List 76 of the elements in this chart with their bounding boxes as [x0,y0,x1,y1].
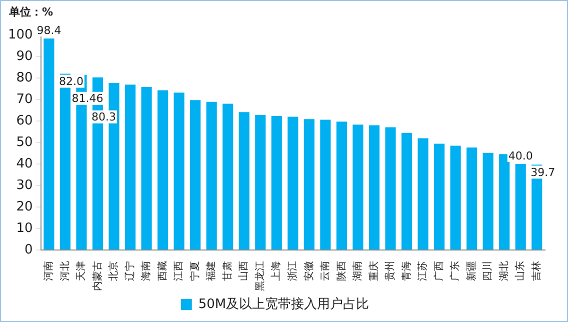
bar [238,112,250,250]
x-tick-label: 甘肃 [221,261,234,281]
x-tick-label: 黑龙江 [254,261,266,291]
x-tick-label: 贵州 [384,261,396,281]
bar [124,84,136,250]
y-tick-label: 90 [16,48,33,64]
bar [336,122,347,250]
x-tick-label: 江西 [172,261,185,281]
bar [466,147,478,250]
y-tick-label: 60 [16,113,33,128]
x-tick-label: 广东 [449,261,462,281]
y-tick-label: 40 [16,156,33,172]
legend-label: 50M及以上宽带接入用户占比 [198,296,370,312]
bar [190,100,201,250]
x-tick-label: 重庆 [368,261,380,281]
bar [482,152,494,250]
bar [304,119,314,250]
x-tick-label: 新疆 [465,261,478,281]
bar [385,127,396,250]
data-label: 39.7 [530,166,556,180]
bar [158,90,168,250]
x-tick-label: 河南 [42,261,55,281]
y-tick-label: 10 [16,220,33,236]
x-tick-label: 四川 [482,261,494,281]
x-tick-label: 吉林 [530,261,542,281]
bar [499,154,510,250]
x-tick-label: 青海 [400,261,412,281]
x-tick-label: 上海 [270,261,282,281]
y-axis-title: 单位：% [8,5,54,18]
bar [401,132,412,250]
x-tick-label: 天津 [75,261,88,281]
y-tick-label: 100 [8,27,33,42]
x-tick-label: 安徽 [302,261,315,281]
y-tick-label: 30 [16,178,33,193]
bar [418,138,428,250]
x-tick-label: 福建 [205,261,218,281]
x-tick-label: 湖南 [352,261,364,281]
x-tick-label: 辽宁 [124,261,136,281]
x-tick-label: 山东 [514,261,526,281]
bar [141,87,152,250]
data-label: 81.46 [72,92,104,106]
x-tick-label: 西藏 [156,261,168,281]
x-tick-label: 河北 [58,261,71,281]
data-label: 40.0 [508,149,533,162]
data-label: 80.3 [91,110,116,124]
x-tick-label: 浙江 [286,261,298,281]
data-label: 98.4 [36,24,62,37]
bar [222,104,234,250]
bar [174,92,184,250]
x-tick-label: 广西 [432,261,445,281]
x-tick-label: 湖北 [498,261,510,281]
x-tick-label: 山西 [238,261,250,281]
x-tick-label: 海南 [140,261,152,281]
y-tick-label: 20 [16,199,33,214]
x-tick-label: 北京 [108,261,120,281]
bar [44,38,54,250]
bar [320,120,331,250]
y-tick-label: 80 [16,70,33,86]
bar [271,116,282,250]
x-tick-label: 宁夏 [188,261,201,281]
x-tick-label: 内蒙古 [91,261,104,291]
bar [352,124,364,250]
x-tick-label: 陕西 [335,261,348,281]
x-tick-label: 云南 [319,261,332,281]
bar [368,125,380,250]
bar [288,116,298,250]
bar [450,146,461,250]
bar [515,164,526,250]
x-tick-label: 江苏 [416,261,429,281]
data-label: 82.0 [58,75,84,88]
y-tick-label: 70 [16,92,33,107]
bar [255,114,266,250]
bar [206,102,217,250]
bar [434,144,445,250]
y-tick-label: 50 [16,134,33,150]
y-tick-label: 0 [24,242,33,258]
